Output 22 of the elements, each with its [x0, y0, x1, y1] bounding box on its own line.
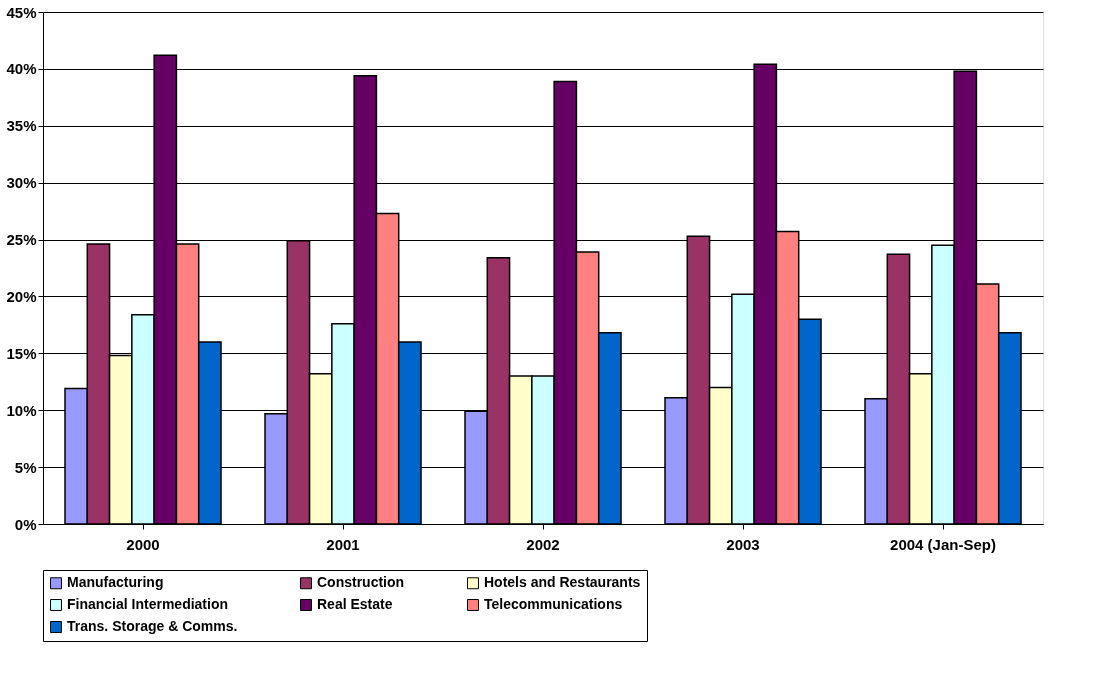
x-tick-label: 2003	[726, 535, 760, 553]
y-tick-label: 25%	[6, 231, 37, 249]
y-tick-label: 0%	[14, 515, 37, 533]
y-tick-label: 10%	[6, 401, 37, 419]
y-tick-label: 35%	[6, 117, 37, 135]
x-tick-label: 2004 (Jan-Sep)	[890, 535, 996, 553]
legend-label: Trans. Storage & Comms.	[67, 618, 238, 634]
y-tick-label: 30%	[6, 174, 37, 192]
y-tick-label: 15%	[6, 344, 37, 362]
legend-label: Real Estate	[317, 596, 393, 612]
y-tick-label: 40%	[6, 60, 37, 78]
y-tick-label: 20%	[6, 287, 37, 305]
legend-label: Hotels and Restaurants	[484, 574, 641, 591]
y-tick-label: 45%	[6, 3, 37, 21]
y-tick-label: 5%	[14, 458, 37, 476]
legend-label: Manufacturing	[67, 574, 164, 591]
legend-label: Financial Intermediation	[67, 596, 229, 612]
legend-label: Telecommunications	[484, 596, 623, 612]
x-tick-label: 2001	[326, 535, 360, 553]
x-tick-label: 2002	[526, 535, 560, 553]
legend-label: Construction	[317, 574, 405, 591]
x-tick-label: 2000	[126, 535, 160, 553]
